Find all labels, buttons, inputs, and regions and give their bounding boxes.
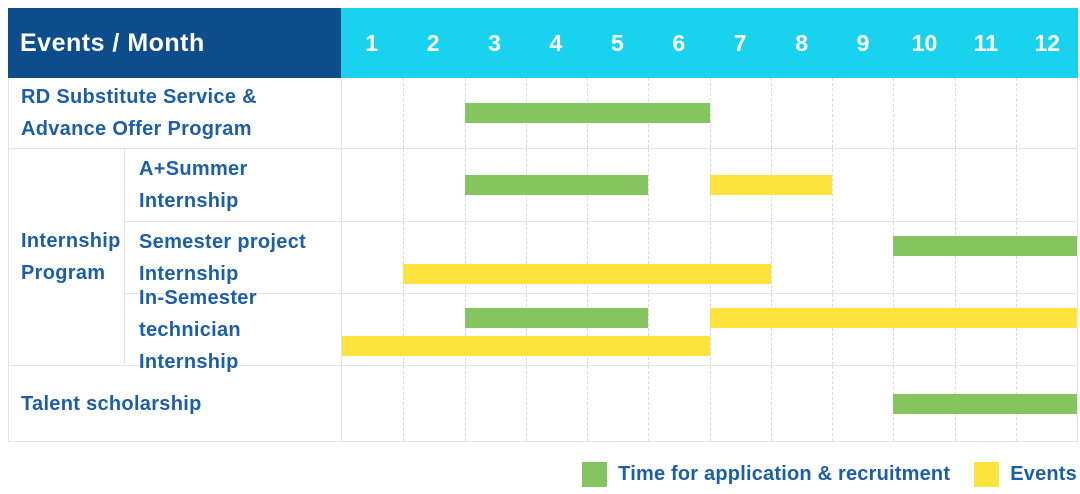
month-cell — [832, 366, 893, 441]
month-cell — [832, 294, 893, 365]
month-cell — [1015, 294, 1077, 365]
event-bar — [342, 336, 710, 356]
month-cell — [587, 366, 648, 441]
table-row: Talent scholarship — [9, 365, 1077, 441]
month-cell — [525, 222, 587, 293]
month-cell — [954, 149, 1016, 221]
month-cell — [342, 222, 403, 293]
month-cell — [954, 222, 1016, 293]
table-row-group: Internship Program A+Summer Internship Sem… — [9, 148, 1077, 373]
events-legend-swatch-icon — [974, 462, 1000, 487]
event-bar — [403, 264, 771, 284]
events-table: Events / Month 1 2 3 4 5 6 7 8 9 10 11 12 RD Substi… — [8, 8, 1078, 442]
table-row: RD Substitute Service & Advance Offer Pr… — [9, 78, 1077, 148]
group-label: Internship Program — [9, 149, 125, 365]
table-subrow: A+Summer Internship — [125, 149, 1077, 221]
month-cell — [403, 149, 464, 221]
month-cell — [587, 294, 648, 365]
month-cell — [954, 78, 1016, 148]
subrow-label: Semester project Internship — [125, 222, 342, 293]
application-legend-swatch-icon — [582, 462, 608, 487]
month-cell — [709, 366, 771, 441]
timeline-area — [342, 222, 1077, 293]
month-cell — [464, 294, 526, 365]
timeline-area — [342, 294, 1077, 365]
events-legend-label: Events — [1010, 463, 1077, 485]
month-label-7: 7 — [733, 29, 747, 56]
event-bar — [709, 175, 832, 195]
month-cell — [709, 294, 771, 365]
month-label-9: 9 — [856, 29, 870, 56]
month-cell — [770, 222, 832, 293]
row-label: Talent scholarship — [9, 366, 342, 441]
month-cell — [342, 78, 403, 148]
month-cell — [1015, 78, 1077, 148]
subrow-label: A+Summer Internship — [125, 149, 342, 221]
month-cell — [648, 294, 709, 365]
month-cell — [832, 78, 893, 148]
month-cell — [648, 149, 709, 221]
month-cell — [403, 222, 464, 293]
month-cell — [832, 222, 893, 293]
month-cell — [342, 366, 403, 441]
month-cell — [403, 366, 464, 441]
month-cell — [893, 149, 954, 221]
month-cell — [893, 222, 954, 293]
month-label-4: 4 — [549, 29, 563, 56]
application-legend-label: Time for application & recruitment — [618, 463, 951, 485]
application-bar — [464, 308, 649, 328]
month-header: 1 2 3 4 5 6 7 8 9 10 11 12 — [341, 8, 1078, 78]
month-cell — [770, 294, 832, 365]
table-subrow: Semester project Internship — [125, 221, 1077, 293]
month-cell — [342, 149, 403, 221]
event-bar — [709, 308, 1077, 328]
table-subrow: In-Semester technician Internship — [125, 287, 1077, 373]
month-label-10: 10 — [911, 29, 938, 56]
month-cell — [954, 294, 1016, 365]
month-label-5: 5 — [610, 29, 624, 56]
legend: Time for application & recruitment Event… — [582, 462, 1077, 487]
month-cell — [1015, 149, 1077, 221]
month-label-1: 1 — [365, 29, 379, 56]
month-cell — [893, 294, 954, 365]
month-cell — [403, 78, 464, 148]
month-cell — [464, 222, 526, 293]
subrow-label: In-Semester technician Internship — [125, 287, 342, 373]
table-header-row: Events / Month 1 2 3 4 5 6 7 8 9 10 11 12 — [8, 8, 1078, 78]
month-cell — [709, 222, 771, 293]
timeline-area — [342, 366, 1077, 441]
month-cell — [832, 149, 893, 221]
month-cell — [648, 222, 709, 293]
application-bar — [464, 103, 710, 123]
month-label-11: 11 — [973, 29, 999, 56]
application-bar — [464, 175, 649, 195]
group-subrows: A+Summer Internship Semester project Inte… — [125, 149, 1077, 373]
header-title-cell: Events / Month — [8, 8, 341, 78]
table-body: RD Substitute Service & Advance Offer Pr… — [8, 78, 1078, 442]
page-title: Events / Month — [20, 28, 205, 57]
month-cell — [648, 366, 709, 441]
application-bar — [893, 236, 1077, 256]
month-cell — [587, 222, 648, 293]
month-cell — [525, 366, 587, 441]
timeline-area — [342, 149, 1077, 221]
row-label: RD Substitute Service & Advance Offer Pr… — [9, 78, 342, 148]
month-cell — [464, 366, 526, 441]
timeline-area — [342, 78, 1077, 148]
month-label-2: 2 — [426, 29, 440, 56]
month-cell — [770, 366, 832, 441]
month-cell — [770, 78, 832, 148]
application-bar — [893, 393, 1077, 414]
month-cell — [1015, 222, 1077, 293]
month-label-12: 12 — [1034, 29, 1061, 56]
month-cell — [893, 78, 954, 148]
month-cell — [525, 294, 587, 365]
month-label-8: 8 — [795, 29, 809, 56]
month-cell — [709, 78, 771, 148]
month-label-6: 6 — [672, 29, 686, 56]
month-cell — [403, 294, 464, 365]
month-label-3: 3 — [488, 29, 501, 56]
